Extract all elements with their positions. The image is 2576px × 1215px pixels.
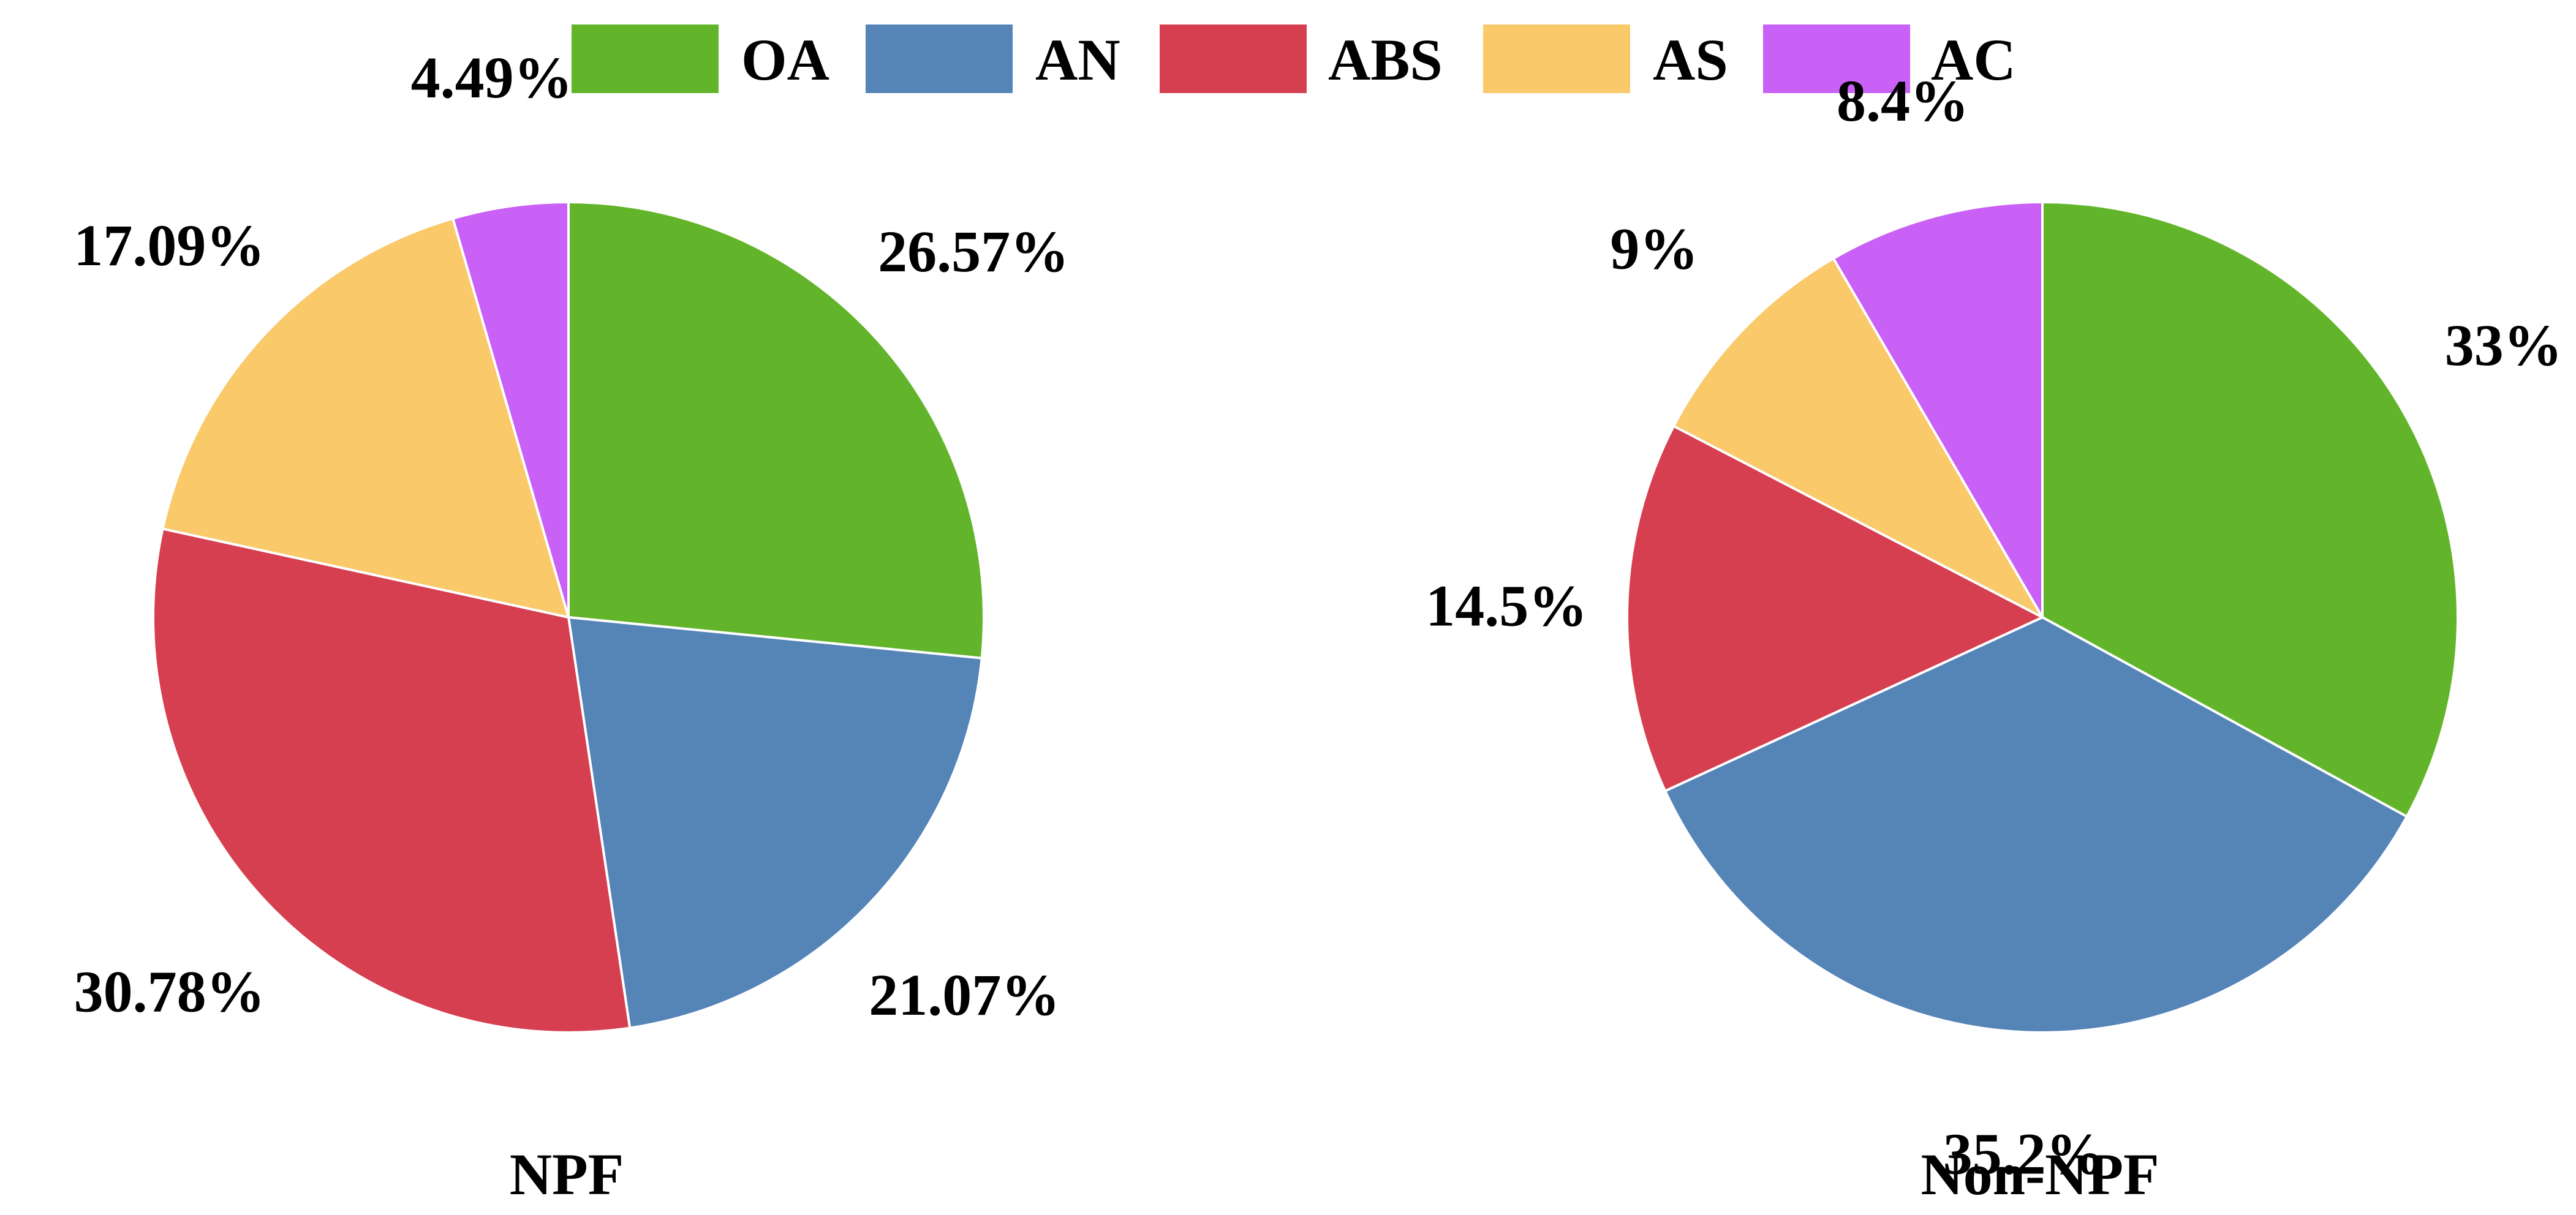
data-label-non-npf-abs: 14.5% [1426, 573, 1587, 638]
data-label-non-npf-oa: 33% [2445, 312, 2563, 378]
legend-swatch-oa [572, 24, 719, 93]
legend-swatch-as [1483, 24, 1630, 93]
legend-item-abs: ABS [1160, 24, 1443, 93]
pie-slice-non-npf-as [1672, 257, 2044, 619]
legend-label-oa: OA [741, 27, 829, 92]
pie-slice-npf-an [567, 616, 983, 1029]
legend-item-oa: OA [572, 24, 829, 93]
data-label-npf-oa: 26.57% [878, 219, 1069, 284]
data-label-npf-as: 17.09% [74, 213, 265, 278]
chart-title-non-npf: Non-NPF [1921, 1142, 2159, 1207]
pie-slice-non-npf-ac [1832, 201, 2044, 619]
data-label-npf-ac: 4.49% [411, 45, 573, 110]
pie-npf: 26.57% 21.07% 30.78% 17.09% 4.49% [74, 45, 1069, 1034]
pies: 26.57% 21.07% 30.78% 17.09% 4.49% 33% 35.2% 14.… [74, 45, 2562, 1187]
legend-label-as: AS [1653, 27, 1728, 92]
pie-slice-non-npf-abs [1626, 424, 2044, 792]
legend-item-an: AN [866, 24, 1120, 93]
data-label-npf-abs: 30.78% [74, 958, 265, 1024]
pie-slice-non-npf-an [1664, 616, 2408, 1034]
pie-slice-npf-abs [152, 527, 632, 1034]
legend-swatch-abs [1160, 24, 1307, 93]
data-label-non-npf-as: 9% [1610, 216, 1698, 282]
legend-label-ac: AC [1931, 27, 2016, 92]
legend-label-an: AN [1035, 27, 1120, 92]
legend-swatch-an [866, 24, 1013, 93]
pie-slice-npf-as [161, 217, 570, 619]
legend-label-abs: ABS [1328, 27, 1443, 92]
data-label-non-npf-an: 35.2% [1943, 1121, 2105, 1187]
legend-item-ac: AC [1763, 24, 2016, 93]
data-label-npf-an: 21.07% [869, 962, 1060, 1028]
legend-item-as: AS [1483, 24, 1728, 93]
pie-slice-npf-ac [451, 201, 570, 619]
pie-non-npf: 33% 35.2% 14.5% 9% 8.4% [1426, 68, 2562, 1186]
data-label-non-npf-ac: 8.4% [1837, 68, 1969, 134]
chart-title-npf: NPF [510, 1142, 624, 1207]
pie-slice-non-npf-oa [2041, 201, 2459, 818]
legend-swatch-ac [1763, 24, 1910, 93]
pie-slice-npf-oa [567, 201, 985, 660]
legend: OA AN ABS AS AC [572, 24, 2016, 93]
